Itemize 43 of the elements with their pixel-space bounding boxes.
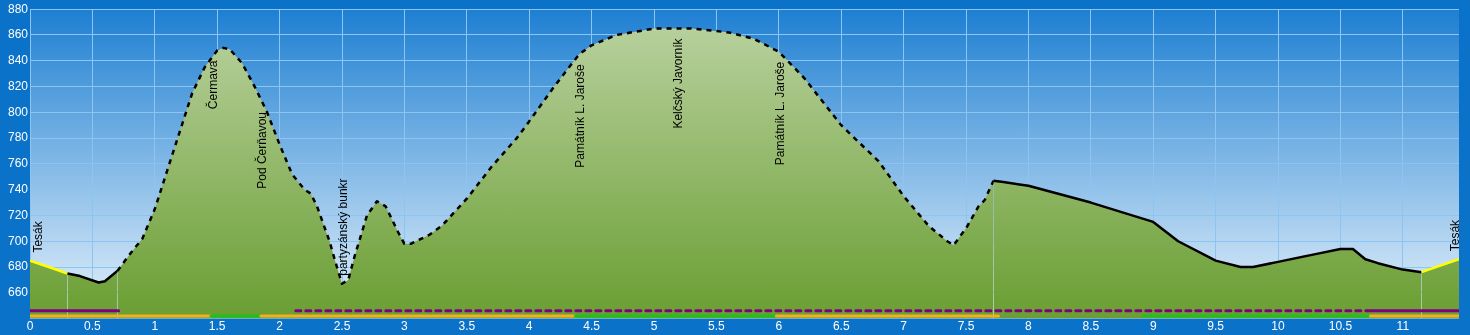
x-tick-label: 11	[1396, 319, 1410, 334]
x-tick-label: 0.5	[84, 319, 102, 334]
x-tick-label: 1.5	[208, 319, 226, 334]
x-tick-label: 10.5	[1328, 319, 1353, 334]
y-tick-label: 840	[7, 53, 29, 68]
x-tick-label: 6.5	[832, 319, 850, 334]
y-tick-label: 800	[7, 104, 29, 119]
y-tick-label: 680	[7, 259, 29, 274]
x-tick-label: 5.5	[708, 319, 726, 334]
y-tick-label: 720	[7, 207, 29, 222]
x-tick-label: 7	[900, 319, 908, 334]
x-tick-label: 7.5	[957, 319, 975, 334]
y-tick-label: 860	[7, 27, 29, 42]
y-tick-label: 660	[7, 285, 29, 300]
x-tick-label: 3	[401, 319, 409, 334]
x-tick-label: 2	[276, 319, 284, 334]
x-tick-label: 8	[1025, 319, 1033, 334]
y-tick-label: 780	[7, 130, 29, 145]
annotation: Čermava	[205, 60, 221, 110]
x-tick-label: 9.5	[1207, 319, 1225, 334]
annotation: Kelčský Javorník	[670, 37, 685, 129]
annotation: Tesák	[1448, 218, 1462, 252]
x-tick-label: 4	[525, 319, 533, 334]
x-tick-label: 10	[1271, 319, 1286, 334]
x-tick-label: 0	[26, 319, 34, 334]
x-tick-label: 6	[775, 319, 783, 334]
x-tick-label: 2.5	[333, 319, 351, 334]
x-tick-label: 1	[151, 319, 159, 334]
annotation: Tesák	[31, 220, 45, 253]
annotation: partyzánský bunkr	[336, 178, 351, 276]
x-tick-label: 3.5	[458, 319, 476, 334]
annotation: Památník L. Jaroše	[773, 61, 788, 166]
x-tick-label: 8.5	[1082, 319, 1100, 334]
annotation: Pod Čerňavou	[254, 112, 270, 189]
x-tick-label: 5	[650, 319, 658, 334]
y-tick-label: 740	[7, 182, 29, 196]
y-tick-label: 820	[7, 78, 29, 93]
x-tick-label: 4.5	[583, 319, 601, 334]
annotation: Památník L. Jaroše	[573, 64, 588, 168]
y-tick-label: 880	[7, 1, 29, 16]
y-tick-label: 700	[7, 233, 29, 248]
x-tick-label: 9	[1149, 319, 1157, 334]
y-tick-label: 760	[7, 156, 29, 171]
